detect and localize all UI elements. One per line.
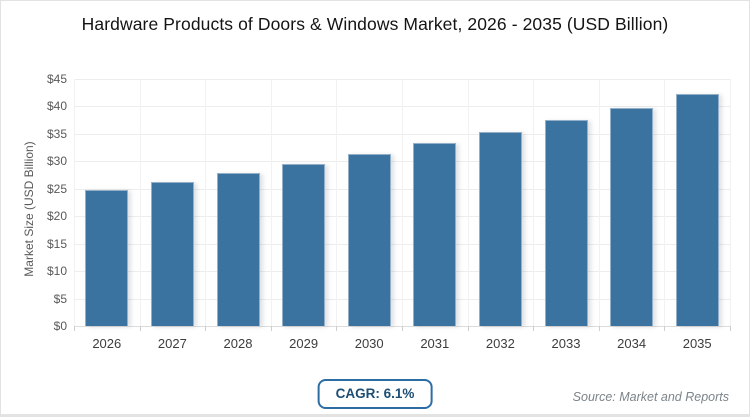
y-tick-label-25: $25: [46, 181, 67, 196]
gridline-x-1: [139, 79, 141, 326]
gridline-x-6: [467, 79, 469, 326]
bar-2027: [150, 181, 194, 326]
x-tick-label-2027: 2027: [157, 336, 187, 351]
y-tick-label-15: $15: [46, 236, 67, 251]
source-attribution: Source: Market and Reports: [572, 390, 729, 404]
bar-2035: [675, 93, 719, 326]
x-tick-label-2033: 2033: [551, 336, 581, 351]
gridline-x-8: [598, 79, 600, 326]
plot-area: [74, 79, 731, 331]
cagr-badge: CAGR: 6.1%: [317, 379, 433, 409]
x-tick-mark-3: [270, 326, 272, 331]
bar-2033: [544, 120, 588, 326]
y-tick-label-5: $5: [53, 291, 67, 306]
x-tick-mark-9: [664, 326, 666, 331]
x-tick-label-2028: 2028: [223, 336, 253, 351]
gridline-x-0: [74, 79, 75, 326]
x-tick-label-2032: 2032: [485, 336, 515, 351]
x-tick-mark-7: [533, 326, 535, 331]
y-tick-label-10: $10: [46, 264, 67, 279]
y-tick-label-0: $0: [53, 319, 67, 333]
gridline-x-4: [336, 79, 338, 326]
x-tick-mark-0: [74, 326, 75, 331]
x-tick-mark-2: [205, 326, 207, 331]
bar-2029: [282, 163, 326, 326]
x-tick-mark-4: [336, 326, 338, 331]
x-tick-mark-1: [139, 326, 141, 331]
bar-2031: [413, 142, 457, 326]
x-tick-label-2031: 2031: [420, 336, 450, 351]
x-tick-mark-6: [467, 326, 469, 331]
x-tick-mark-10: [730, 326, 731, 331]
y-tick-label-40: $40: [46, 99, 67, 114]
bar-2034: [610, 107, 654, 326]
gridline-x-3: [270, 79, 272, 326]
bar-2030: [347, 153, 391, 326]
gridline-x-5: [402, 79, 403, 326]
gridline-x-2: [205, 79, 207, 326]
y-tick-label-20: $20: [46, 209, 67, 224]
y-tick-label-30: $30: [46, 154, 67, 169]
x-tick-label-2030: 2030: [354, 336, 384, 351]
y-tick-label-35: $35: [46, 126, 67, 141]
x-tick-label-2029: 2029: [289, 336, 319, 351]
x-tick-mark-8: [598, 326, 600, 331]
bar-2032: [478, 131, 522, 326]
x-tick-label-2034: 2034: [617, 336, 647, 351]
gridline-x-9: [664, 79, 666, 326]
bar-2028: [216, 172, 260, 326]
y-tick-label-45: $45: [46, 72, 67, 86]
x-tick-label-2035: 2035: [682, 336, 712, 351]
bar-2026: [85, 189, 129, 326]
x-tick-mark-5: [402, 326, 403, 331]
gridline-x-10: [730, 79, 731, 326]
gridline-x-7: [533, 79, 535, 326]
chart-title: Hardware Products of Doors & Windows Mar…: [81, 14, 669, 34]
x-tick-label-2026: 2026: [92, 336, 122, 351]
